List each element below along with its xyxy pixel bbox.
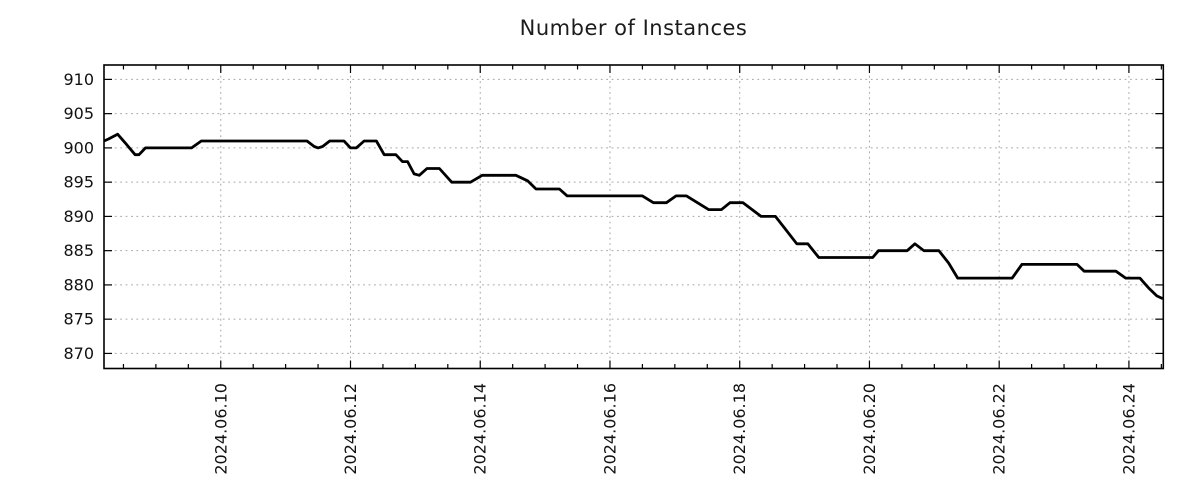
y-tick-label: 870 bbox=[63, 344, 94, 363]
plot-border bbox=[103, 64, 1165, 370]
y-tick-label: 895 bbox=[63, 173, 94, 192]
y-tick-label: 910 bbox=[63, 70, 94, 89]
x-tick-label: 2024.06.10 bbox=[211, 383, 230, 475]
chart-title: Number of Instances bbox=[519, 16, 748, 40]
y-tick-label: 890 bbox=[63, 207, 94, 226]
x-tick-label: 2024.06.20 bbox=[860, 383, 879, 475]
y-tick-label: 885 bbox=[63, 241, 94, 260]
x-tick-label: 2024.06.24 bbox=[1119, 383, 1138, 475]
y-tick-label: 880 bbox=[63, 275, 94, 294]
x-tick-label: 2024.06.22 bbox=[990, 383, 1009, 475]
y-tick-label: 900 bbox=[63, 138, 94, 157]
x-tick-label: 2024.06.18 bbox=[730, 383, 749, 475]
y-tick-label: 875 bbox=[63, 310, 94, 329]
y-tick-label: 905 bbox=[63, 104, 94, 123]
x-tick-label: 2024.06.16 bbox=[600, 383, 619, 475]
x-tick-label: 2024.06.12 bbox=[341, 383, 360, 475]
x-tick-label: 2024.06.14 bbox=[471, 383, 490, 475]
series-line-instances bbox=[103, 132, 1164, 300]
